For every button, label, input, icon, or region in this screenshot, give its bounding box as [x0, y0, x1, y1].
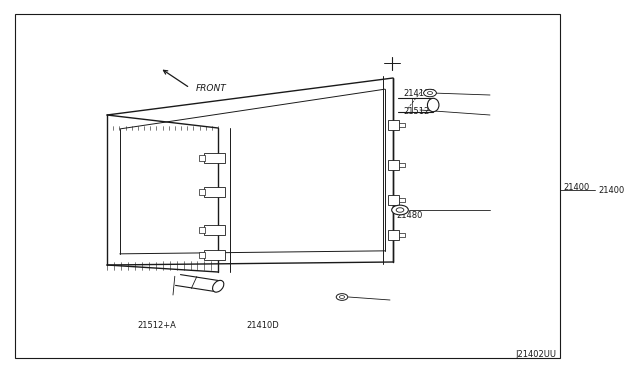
- Ellipse shape: [428, 98, 439, 112]
- Text: FRONT: FRONT: [196, 83, 227, 93]
- Text: 21410D: 21410D: [246, 321, 279, 330]
- Bar: [388, 121, 399, 130]
- Circle shape: [339, 295, 344, 298]
- Bar: [399, 198, 404, 202]
- Bar: [399, 163, 404, 167]
- Bar: [388, 195, 399, 205]
- Bar: [399, 123, 404, 127]
- Circle shape: [336, 294, 348, 300]
- Circle shape: [428, 92, 433, 94]
- Ellipse shape: [212, 280, 224, 292]
- Text: 21480: 21480: [397, 211, 423, 220]
- Text: 21512: 21512: [403, 107, 429, 116]
- Bar: [15, 14, 560, 358]
- Bar: [204, 225, 225, 235]
- Bar: [199, 227, 205, 233]
- Circle shape: [396, 208, 404, 212]
- Circle shape: [392, 205, 408, 215]
- Bar: [204, 187, 225, 197]
- Bar: [199, 252, 205, 258]
- Bar: [399, 233, 404, 237]
- Bar: [204, 250, 225, 260]
- Text: 21400: 21400: [598, 186, 624, 195]
- Circle shape: [424, 89, 436, 97]
- Text: 21512+A: 21512+A: [138, 321, 177, 330]
- Text: 21400: 21400: [563, 183, 589, 192]
- Bar: [204, 153, 225, 163]
- Text: J21402UU: J21402UU: [516, 350, 557, 359]
- Bar: [199, 189, 205, 195]
- Bar: [388, 230, 399, 240]
- Text: 21410D: 21410D: [403, 89, 436, 97]
- Bar: [388, 160, 399, 170]
- Bar: [199, 155, 205, 161]
